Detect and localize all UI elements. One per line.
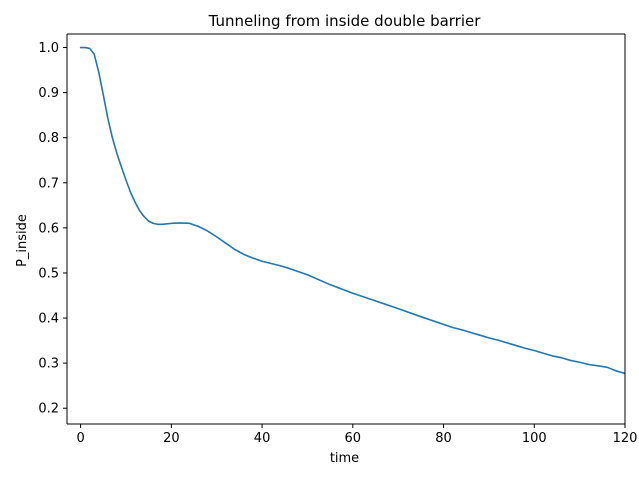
x-tick-label: 80	[435, 431, 452, 446]
x-axis-label: time	[330, 451, 359, 466]
x-tick-label: 0	[76, 431, 84, 446]
y-tick-label: 0.9	[38, 86, 59, 101]
chart-title: Tunneling from inside double barrier	[208, 12, 482, 30]
y-tick-label: 0.8	[38, 131, 59, 146]
y-tick-label: 0.5	[38, 266, 59, 281]
x-tick-label: 40	[254, 431, 271, 446]
y-tick-label: 0.4	[38, 312, 59, 327]
y-tick-label: 0.3	[38, 357, 59, 372]
y-tick-label: 1.0	[38, 41, 59, 56]
y-tick-label: 0.7	[38, 176, 59, 191]
y-axis-label: P_inside	[15, 214, 30, 267]
series-line-0	[79, 46, 625, 375]
plot-area: 0 20 40 60 80 100 120 0.2 0.3 0.4 0.5 0.6 0.7 0.8 0.9 1…	[38, 33, 638, 446]
x-tick-label: 100	[522, 431, 547, 446]
x-tick-label: 60	[345, 431, 362, 446]
y-tick-label: 0.2	[38, 402, 59, 417]
y-tick-label: 0.6	[38, 221, 59, 236]
x-tick-label: 20	[163, 431, 180, 446]
x-tick-label: 120	[613, 431, 638, 446]
